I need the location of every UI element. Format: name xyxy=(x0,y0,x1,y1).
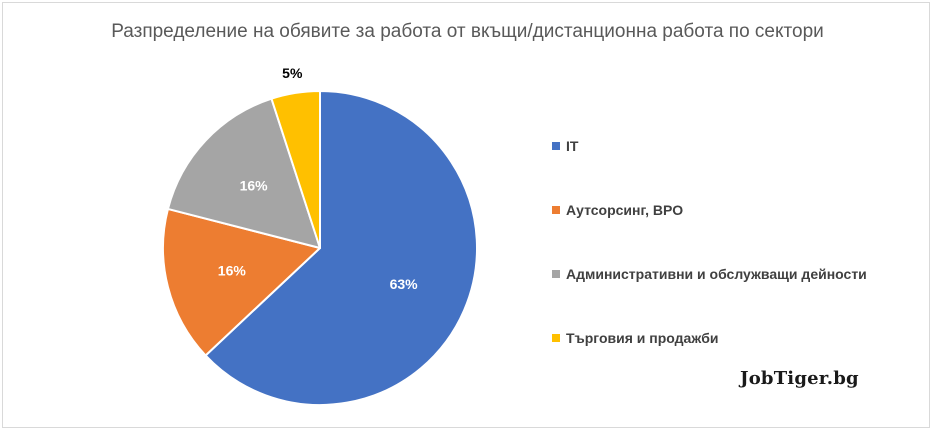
pie-data-labels: 63% 16% 16% 5% xyxy=(218,65,418,292)
pie-slices xyxy=(161,90,478,406)
pie-slice-2 xyxy=(161,207,321,357)
legend-item-2: Аутсорсинг, BPO xyxy=(552,200,683,220)
pie-slice-3 xyxy=(166,97,321,249)
jobtiger-watermark: JobTiger.bg xyxy=(740,368,859,389)
legend-label-1: IT xyxy=(566,138,579,154)
legend-item-3: Административни и обслужващи дейности xyxy=(552,264,867,284)
legend-swatch-1 xyxy=(552,142,560,150)
legend-swatch-3 xyxy=(552,270,560,278)
pie-data-label-2: 16% xyxy=(218,263,247,279)
pie-data-label-1: 63% xyxy=(390,276,419,292)
pie-data-label-3: 16% xyxy=(240,178,269,194)
legend-label-3: Административни и обслужващи дейности xyxy=(566,266,867,282)
chart-title: Разпределение на обявите за работа от вк… xyxy=(111,21,824,42)
legend-item-1: IT xyxy=(552,136,578,156)
pie-slice-4 xyxy=(270,90,321,249)
legend-label-2: Аутсорсинг, BPO xyxy=(566,202,684,218)
legend-swatch-4 xyxy=(552,334,560,342)
pie-data-label-4: 5% xyxy=(282,65,303,81)
legend-swatch-2 xyxy=(552,206,560,214)
legend-label-4: Търговия и продажби xyxy=(566,330,719,346)
pie-slice-1 xyxy=(204,90,478,406)
legend-item-4: Търговия и продажби xyxy=(552,328,719,348)
